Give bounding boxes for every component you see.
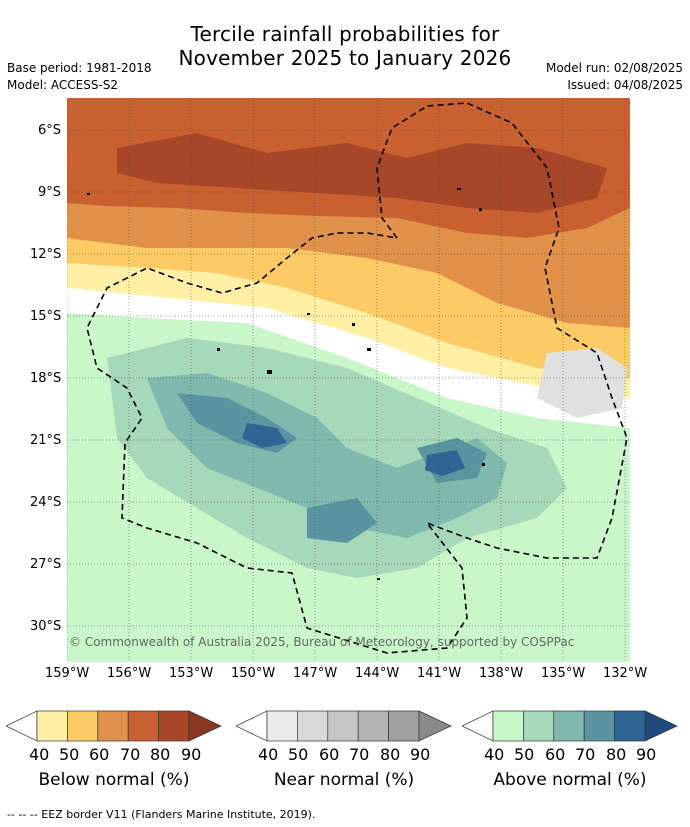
lon-label: 147°W (293, 666, 338, 681)
legend-below-colorbar (6, 710, 222, 742)
colorbar-segment (266, 710, 298, 742)
near-normal-gap (67, 288, 630, 428)
colorbar-segment (158, 710, 190, 742)
colorbar-segment (614, 710, 646, 742)
legend-tick: 80 (380, 745, 401, 764)
legend-near-label: Near normal (%) (273, 770, 415, 790)
below-80-region (117, 133, 607, 213)
legend-above-colorbar (462, 710, 678, 742)
lat-label: 15°S (30, 309, 62, 324)
colorbar-arrow-low (6, 710, 38, 742)
lat-label: 30°S (30, 619, 62, 634)
legend-below-label: Below normal (%) (38, 770, 190, 790)
legend-tick: 40 (29, 745, 50, 764)
lon-label: 135°W (541, 666, 586, 681)
eez-border-note: -- -- -- EEZ border V11 (Flanders Marine… (7, 808, 316, 821)
colorbar-segment (36, 710, 68, 742)
legend-tick: 80 (150, 745, 171, 764)
lat-label: 21°S (30, 433, 62, 448)
legend-tick: 70 (349, 745, 370, 764)
above-70-region (307, 498, 377, 543)
legend-tick: 50 (288, 745, 309, 764)
probability-map: © Commonwealth of Australia 2025, Bureau… (67, 98, 630, 662)
legend-tick: 40 (258, 745, 279, 764)
base-period: Base period: 1981-2018 (7, 61, 152, 75)
legend-above-label: Above normal (%) (493, 770, 647, 790)
legend-tick: 60 (545, 745, 566, 764)
issued-date: Issued: 04/08/2025 (567, 78, 683, 92)
lat-label: 6°S (38, 123, 62, 138)
legend-tick: 90 (410, 745, 431, 764)
copyright-text: © Commonwealth of Australia 2025, Bureau… (69, 635, 574, 649)
colorbar-segment (553, 710, 585, 742)
legend-tick: 60 (89, 745, 110, 764)
above-80-region (425, 450, 465, 476)
colorbar-arrow-low (462, 710, 494, 742)
legend-near-colorbar (236, 710, 452, 742)
eez-border (86, 102, 628, 654)
islands (87, 188, 485, 580)
colorbar-arrow-high (418, 710, 452, 742)
legend-tick: 50 (59, 745, 80, 764)
colorbar-segment (523, 710, 555, 742)
colorbar-segment (327, 710, 359, 742)
legend-tick: 70 (575, 745, 596, 764)
colorbar-arrow-high (644, 710, 678, 742)
lat-label: 9°S (38, 185, 62, 200)
colorbar-segment (583, 710, 615, 742)
lat-label: 18°S (30, 371, 62, 386)
colorbar-segment (492, 710, 524, 742)
legend-tick: 60 (319, 745, 340, 764)
lon-label: 138°W (479, 666, 524, 681)
above-80-region (242, 423, 287, 448)
colorbar-segment (67, 710, 99, 742)
colorbar-arrow-high (188, 710, 222, 742)
colorbar-segment (297, 710, 329, 742)
lat-label: 27°S (30, 557, 62, 572)
chart-title: Tercile rainfall probabilities for Novem… (0, 22, 690, 70)
title-line-2: November 2025 to January 2026 (178, 46, 512, 70)
colorbar-segment (97, 710, 129, 742)
legend-tick: 50 (514, 745, 535, 764)
lon-label: 132°W (603, 666, 648, 681)
colorbar-segment (127, 710, 159, 742)
legend-tick: 70 (120, 745, 141, 764)
lat-label: 12°S (30, 247, 62, 262)
title-line-1: Tercile rainfall probabilities for (190, 22, 500, 46)
legend-tick: 40 (484, 745, 505, 764)
near-normal-patch (537, 348, 627, 418)
colorbar-segment (357, 710, 389, 742)
lon-label: 156°W (107, 666, 152, 681)
lat-label: 24°S (30, 495, 62, 510)
model-run: Model run: 02/08/2025 (545, 61, 683, 75)
graticule (67, 98, 630, 662)
colorbar-segment (388, 710, 420, 742)
lon-label: 141°W (417, 666, 462, 681)
lon-label: 153°W (169, 666, 214, 681)
lon-label: 144°W (355, 666, 400, 681)
lon-label: 159°W (45, 666, 90, 681)
legend-tick: 90 (636, 745, 657, 764)
legend-tick: 90 (181, 745, 202, 764)
lon-label: 150°W (231, 666, 276, 681)
model-name: Model: ACCESS-S2 (7, 78, 119, 92)
colorbar-arrow-low (236, 710, 268, 742)
legend-tick: 80 (606, 745, 627, 764)
